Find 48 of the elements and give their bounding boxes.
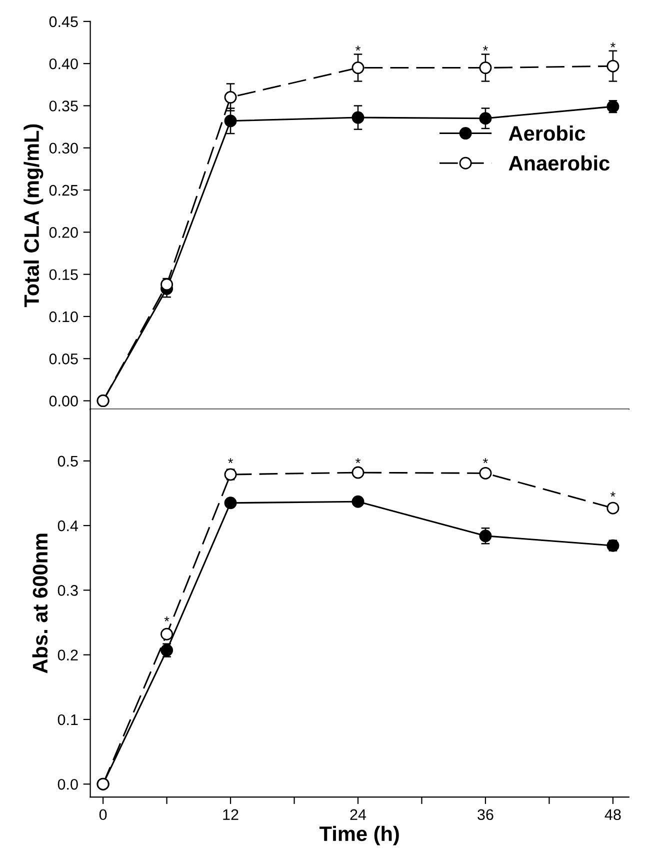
annotation: * — [356, 46, 360, 51]
x-axis-title: Time (h) — [320, 826, 399, 846]
x-tick-label: 36 — [478, 809, 494, 820]
annotation: * — [164, 616, 170, 622]
point — [352, 495, 364, 508]
y-axis-title: Total CLA (mg/mL) — [24, 124, 44, 308]
x-tick-label: 48 — [604, 809, 621, 820]
point — [352, 466, 364, 479]
y-axis-title: Abs. at 600nm — [32, 534, 48, 674]
point — [352, 62, 364, 74]
annotation: * — [482, 458, 488, 464]
annotation: * — [482, 46, 488, 51]
y-tick-label: 0.15 — [49, 269, 78, 280]
y-tick-label: 0.05 — [49, 354, 78, 364]
y-tick-label: 0.30 — [49, 142, 78, 154]
point — [479, 112, 492, 125]
y-tick-label: 0.4 — [58, 520, 78, 532]
annotation: * — [356, 458, 360, 464]
point — [224, 114, 237, 128]
y-tick-label: 0.45 — [49, 16, 78, 28]
y-tick-label: 0.1 — [58, 714, 78, 726]
point — [606, 502, 620, 514]
y-tick-label: 0.25 — [49, 184, 78, 196]
annotation: * — [228, 458, 234, 464]
y-tick-label: 0.3 — [58, 585, 78, 596]
point — [160, 628, 174, 640]
point — [352, 111, 364, 124]
legend-label: Aerobic — [508, 125, 586, 141]
point — [224, 91, 237, 104]
y-tick-label: 0.00 — [49, 396, 78, 406]
legend-label: Anaerobic — [508, 155, 610, 171]
point — [224, 496, 237, 510]
y-tick-label: 0.20 — [49, 227, 78, 238]
y-tick-label: 0.35 — [49, 100, 78, 112]
x-tick-label: 12 — [223, 809, 238, 820]
y-tick-label: 0.0 — [58, 778, 78, 790]
point — [479, 62, 492, 74]
point — [479, 466, 492, 480]
point — [606, 60, 620, 72]
y-tick-label: 0.2 — [58, 650, 78, 661]
annotation: * — [610, 42, 616, 48]
y-tick-label: 0.40 — [49, 58, 78, 70]
point — [160, 278, 174, 291]
y-tick-label: 0.10 — [49, 311, 78, 322]
annotation: * — [610, 492, 616, 497]
x-tick-label: 24 — [350, 809, 366, 820]
y-tick-label: 0.5 — [58, 456, 78, 467]
x-tick-label: 0 — [99, 809, 107, 820]
